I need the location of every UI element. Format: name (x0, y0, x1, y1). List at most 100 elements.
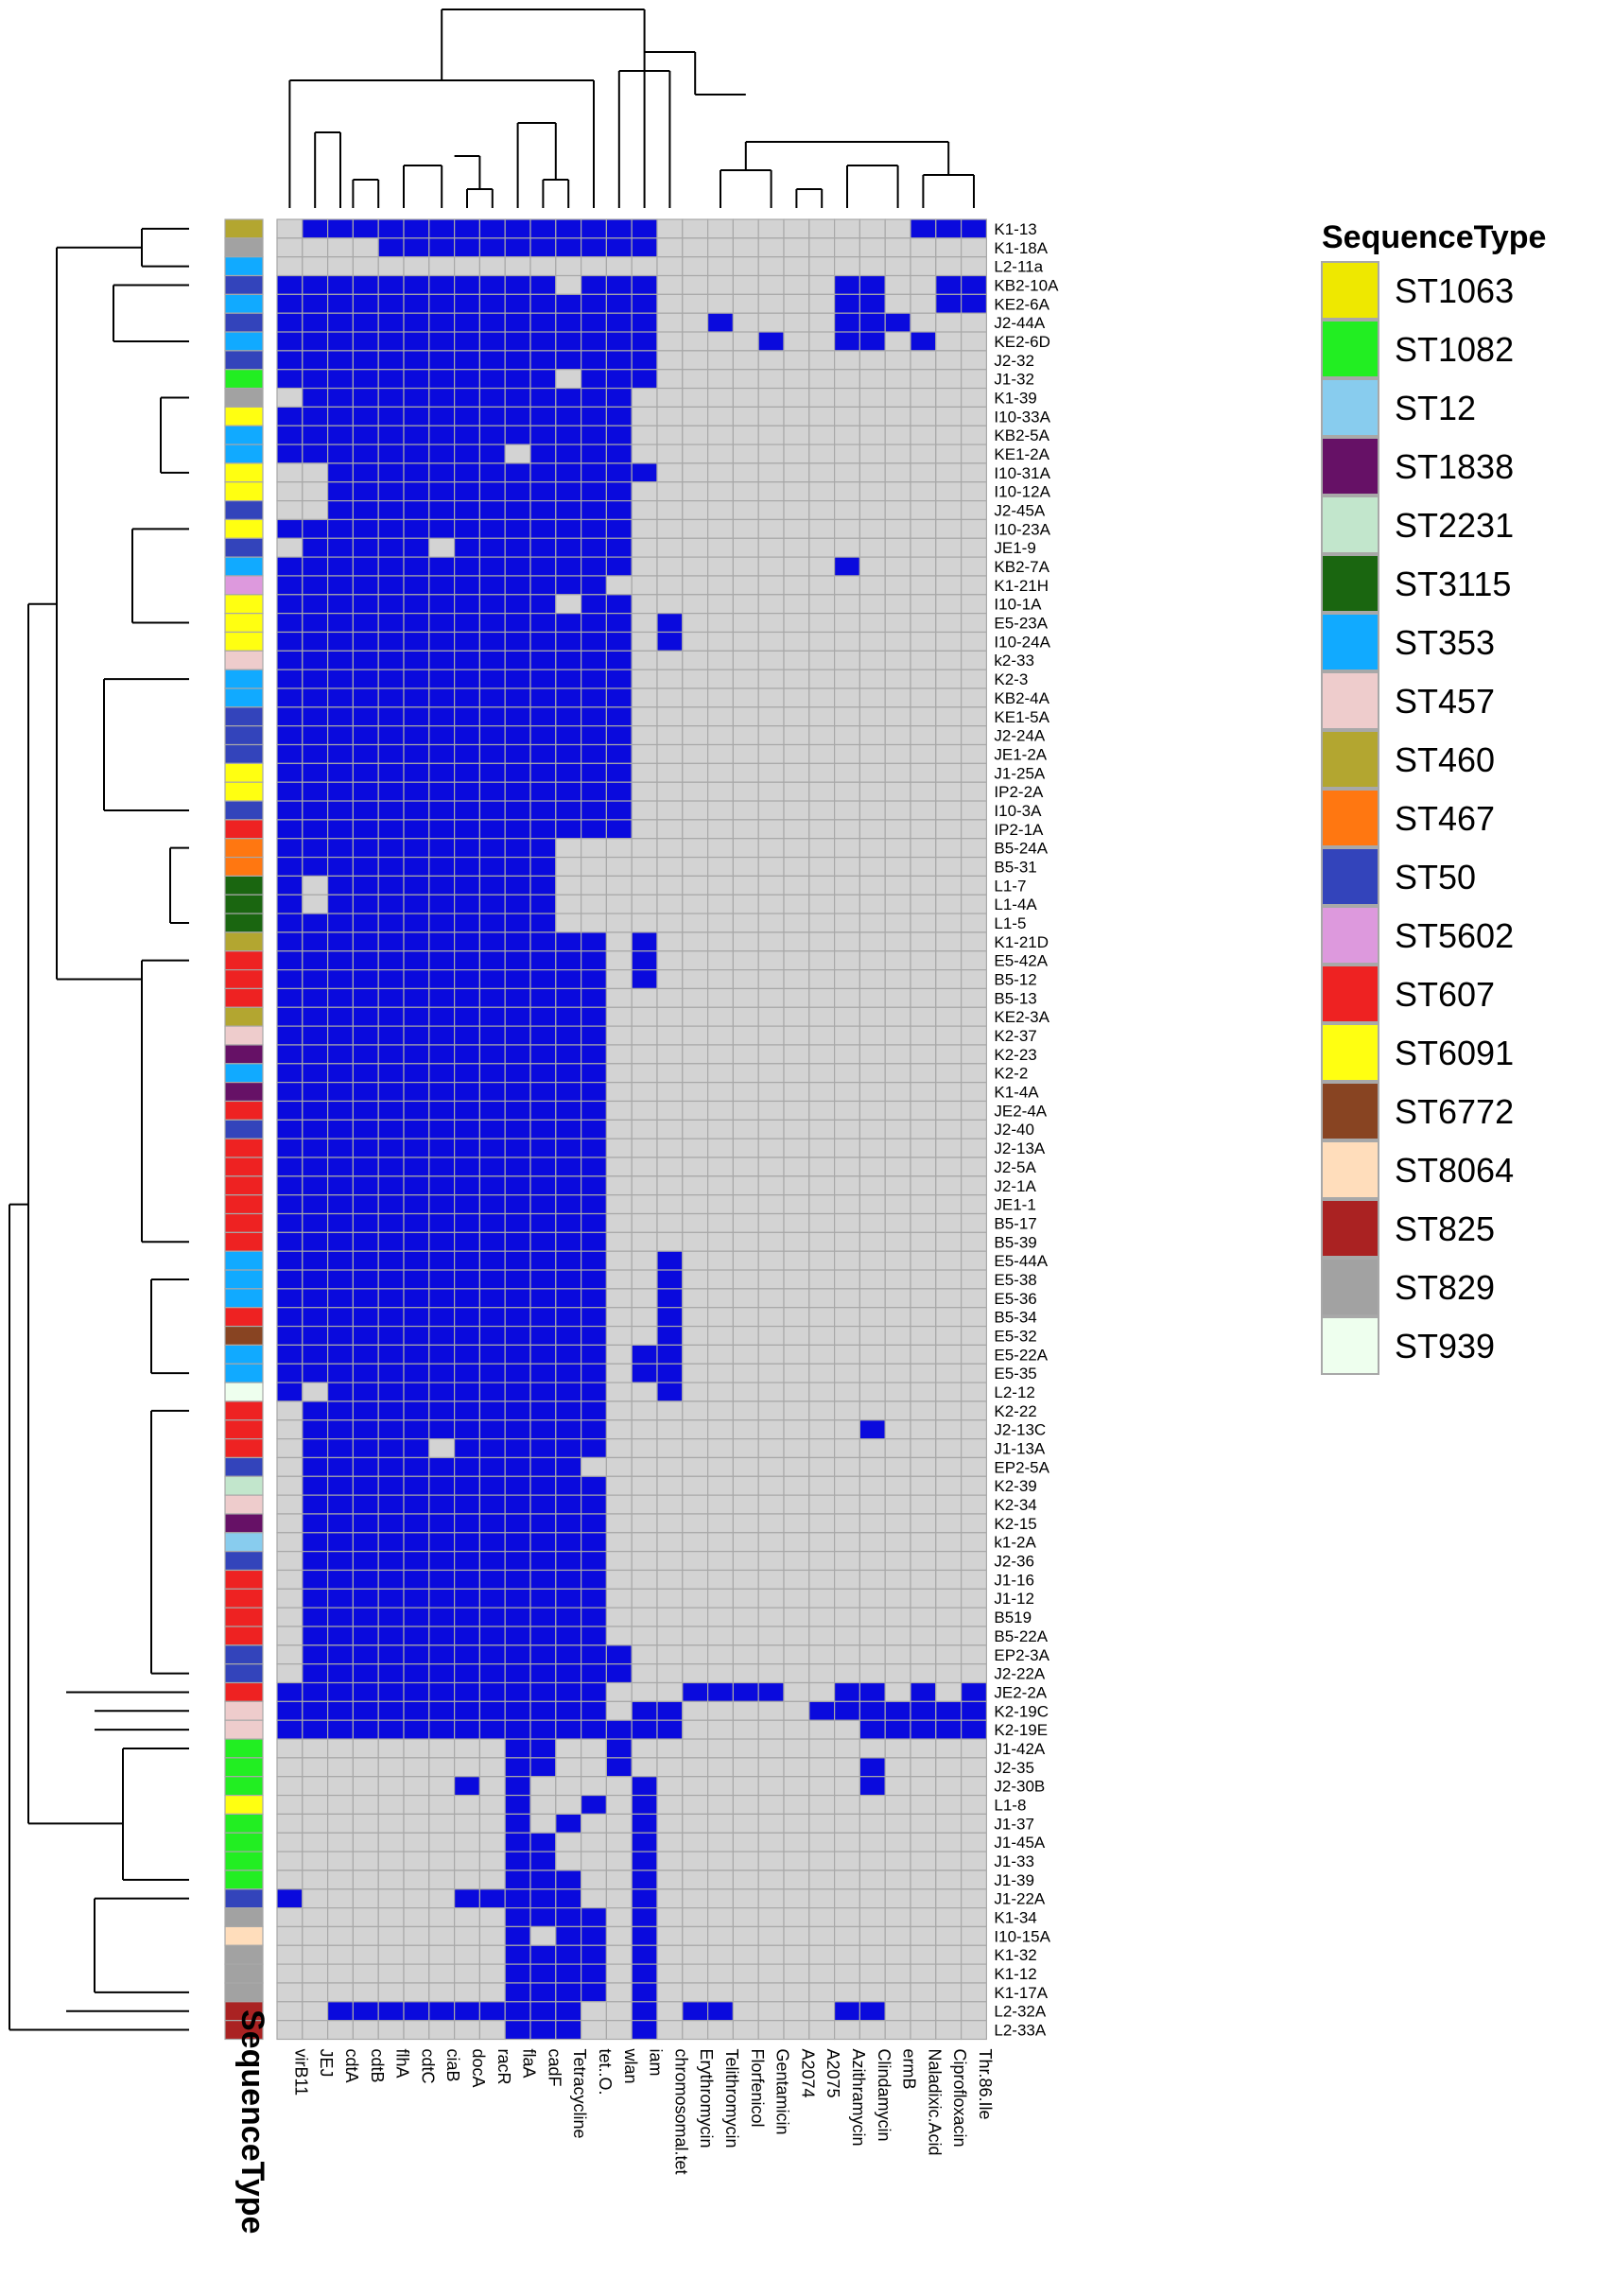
heatmap-cell (656, 406, 684, 426)
heatmap-cell (580, 950, 607, 971)
heatmap-cell (580, 1494, 607, 1515)
annotation-cell (224, 2020, 264, 2041)
heatmap-cell (960, 1382, 987, 1402)
heatmap-cell (605, 1194, 633, 1215)
heatmap-cell (529, 2020, 557, 2041)
heatmap-cell (859, 1325, 886, 1347)
heatmap-cell (732, 594, 759, 615)
heatmap-cell (884, 387, 911, 408)
heatmap-cell (656, 1494, 684, 1515)
heatmap-cell (631, 1063, 658, 1084)
annotation-cell (224, 913, 264, 933)
heatmap-cell (403, 1006, 430, 1027)
heatmap-cell (327, 312, 355, 333)
heatmap-cell (631, 1400, 658, 1421)
heatmap-cell (631, 1006, 658, 1027)
heatmap-cell (605, 1363, 633, 1383)
heatmap-cell (935, 669, 963, 689)
heatmap-cell (859, 1738, 886, 1759)
heatmap-cell (682, 406, 709, 426)
heatmap-cell (656, 1063, 684, 1084)
heatmap-cell (327, 931, 355, 952)
heatmap-cell (529, 1832, 557, 1852)
heatmap-cell (732, 950, 759, 971)
annotation-cell (224, 669, 264, 689)
heatmap-cell (732, 1194, 759, 1215)
annotation-cell (224, 650, 264, 670)
heatmap-cell (302, 1906, 329, 1928)
heatmap-cell (478, 1644, 506, 1665)
heatmap-cell (757, 1419, 785, 1440)
heatmap-cell (605, 669, 633, 689)
heatmap-cell (580, 781, 607, 802)
heatmap-cell (327, 499, 355, 521)
heatmap-cell (960, 1681, 987, 1702)
heatmap-cell (302, 706, 329, 727)
heatmap-cell (910, 594, 937, 615)
heatmap-cell (859, 369, 886, 390)
heatmap-cell (732, 1851, 759, 1871)
heatmap-cell (428, 556, 456, 577)
heatmap-cell (428, 1119, 456, 1139)
heatmap-cell (732, 462, 759, 483)
row-label: KE2-6D (994, 333, 1050, 351)
heatmap-cell (833, 1307, 860, 1328)
heatmap-cell (884, 1494, 911, 1515)
heatmap-cell (555, 350, 582, 371)
heatmap-cell (403, 650, 430, 670)
heatmap-cell (757, 312, 785, 333)
heatmap-cell (808, 1888, 836, 1909)
heatmap-cell (833, 1607, 860, 1627)
heatmap-cell (403, 1025, 430, 1046)
heatmap-cell (935, 481, 963, 502)
heatmap-cell (352, 274, 379, 295)
heatmap-cell (757, 875, 785, 896)
heatmap-cell (656, 1925, 684, 1946)
heatmap-cell (377, 274, 405, 295)
heatmap-cell (377, 1363, 405, 1383)
heatmap-cell (605, 312, 633, 333)
heatmap-cell (504, 1700, 531, 1721)
heatmap-cell (454, 631, 481, 652)
heatmap-cell (504, 1250, 531, 1271)
heatmap-cell (580, 1025, 607, 1046)
heatmap-cell (960, 819, 987, 840)
annotation-cell (224, 875, 264, 896)
heatmap-cell (504, 1588, 531, 1609)
heatmap-cell (327, 575, 355, 596)
heatmap-cell (910, 1194, 937, 1215)
heatmap-cell (706, 725, 734, 746)
heatmap-cell (403, 1925, 430, 1946)
heatmap-cell (960, 1082, 987, 1103)
heatmap-cell (935, 237, 963, 258)
heatmap-cell (377, 331, 405, 352)
heatmap-cell (377, 256, 405, 277)
heatmap-cell (783, 1307, 810, 1328)
heatmap-cell (352, 481, 379, 502)
heatmap-cell (327, 1344, 355, 1365)
heatmap-cell (935, 1269, 963, 1290)
heatmap-cell (732, 1307, 759, 1328)
heatmap-cell (403, 1382, 430, 1402)
heatmap-cell (706, 1175, 734, 1196)
heatmap-cell (428, 1344, 456, 1365)
heatmap-cell (605, 331, 633, 352)
heatmap-cell (960, 913, 987, 933)
heatmap-cell (732, 819, 759, 840)
heatmap-cell (757, 1588, 785, 1609)
heatmap-cell (706, 1231, 734, 1252)
heatmap-cell (454, 875, 481, 896)
heatmap-cell (478, 499, 506, 521)
heatmap-cell (428, 1588, 456, 1609)
row-label: K2-19E (994, 1721, 1048, 1739)
legend-swatch (1321, 1082, 1379, 1140)
annotation-cell (224, 1307, 264, 1328)
heatmap-cell (706, 1400, 734, 1421)
heatmap-cell (732, 274, 759, 295)
annotation-cell (224, 1269, 264, 1290)
heatmap-cell (631, 1813, 658, 1834)
heatmap-cell (478, 237, 506, 258)
heatmap-cell (631, 218, 658, 239)
heatmap-cell (935, 1288, 963, 1309)
annotation-cell (224, 838, 264, 859)
